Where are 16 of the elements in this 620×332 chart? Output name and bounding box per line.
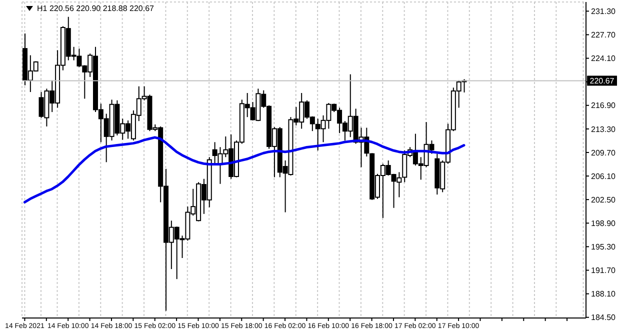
y-tick-label: 195.30 [591,242,616,252]
y-tick-label: 206.10 [591,172,616,181]
y-tick-label: 184.50 [591,313,616,322]
ref-line-label: 220.67 [590,76,615,86]
y-tick-label: 202.50 [591,195,616,204]
y-tick-label: 213.30 [591,124,616,134]
line-series [23,136,466,204]
y-tick-label: 198.90 [591,218,616,228]
y-tick-label: 188.10 [591,290,616,299]
y-tick-label: 224.10 [591,54,616,64]
y-tick-label: 227.70 [591,30,616,40]
chart-title: H1 220.56 220.90 218.88 220.67 [37,4,154,13]
y-tick-label: 191.70 [591,266,616,276]
y-tick-label: 216.90 [591,101,616,110]
y-tick-label: 209.70 [591,148,616,158]
y-tick-label: 231.30 [591,7,616,16]
